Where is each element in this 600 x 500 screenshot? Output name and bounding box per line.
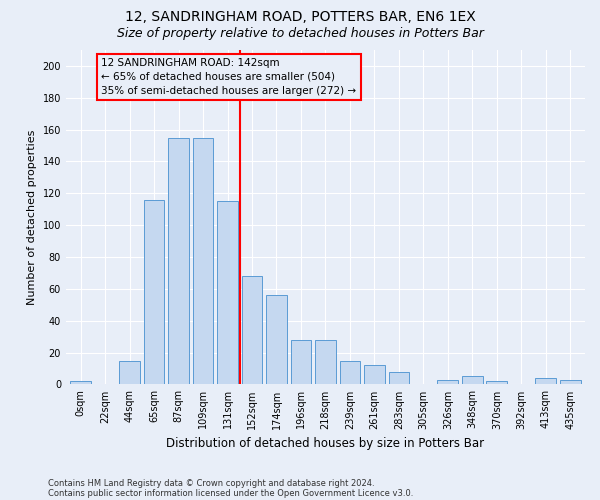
Bar [193,138,214,384]
Bar [70,381,91,384]
Bar [535,378,556,384]
Bar [560,380,581,384]
Bar [143,200,164,384]
Bar [266,295,287,384]
Text: 12, SANDRINGHAM ROAD, POTTERS BAR, EN6 1EX: 12, SANDRINGHAM ROAD, POTTERS BAR, EN6 1… [125,10,475,24]
Bar [487,381,507,384]
Bar [340,360,361,384]
Bar [364,366,385,384]
Text: 12 SANDRINGHAM ROAD: 142sqm
← 65% of detached houses are smaller (504)
35% of se: 12 SANDRINGHAM ROAD: 142sqm ← 65% of det… [101,58,356,96]
Bar [168,138,189,384]
Y-axis label: Number of detached properties: Number of detached properties [27,130,37,305]
Bar [242,276,262,384]
Text: Contains HM Land Registry data © Crown copyright and database right 2024.: Contains HM Land Registry data © Crown c… [48,478,374,488]
Text: Contains public sector information licensed under the Open Government Licence v3: Contains public sector information licen… [48,488,413,498]
Bar [462,376,483,384]
Bar [290,340,311,384]
Bar [315,340,336,384]
Bar [217,202,238,384]
Bar [389,372,409,384]
Bar [119,360,140,384]
Text: Size of property relative to detached houses in Potters Bar: Size of property relative to detached ho… [116,28,484,40]
X-axis label: Distribution of detached houses by size in Potters Bar: Distribution of detached houses by size … [166,437,485,450]
Bar [437,380,458,384]
